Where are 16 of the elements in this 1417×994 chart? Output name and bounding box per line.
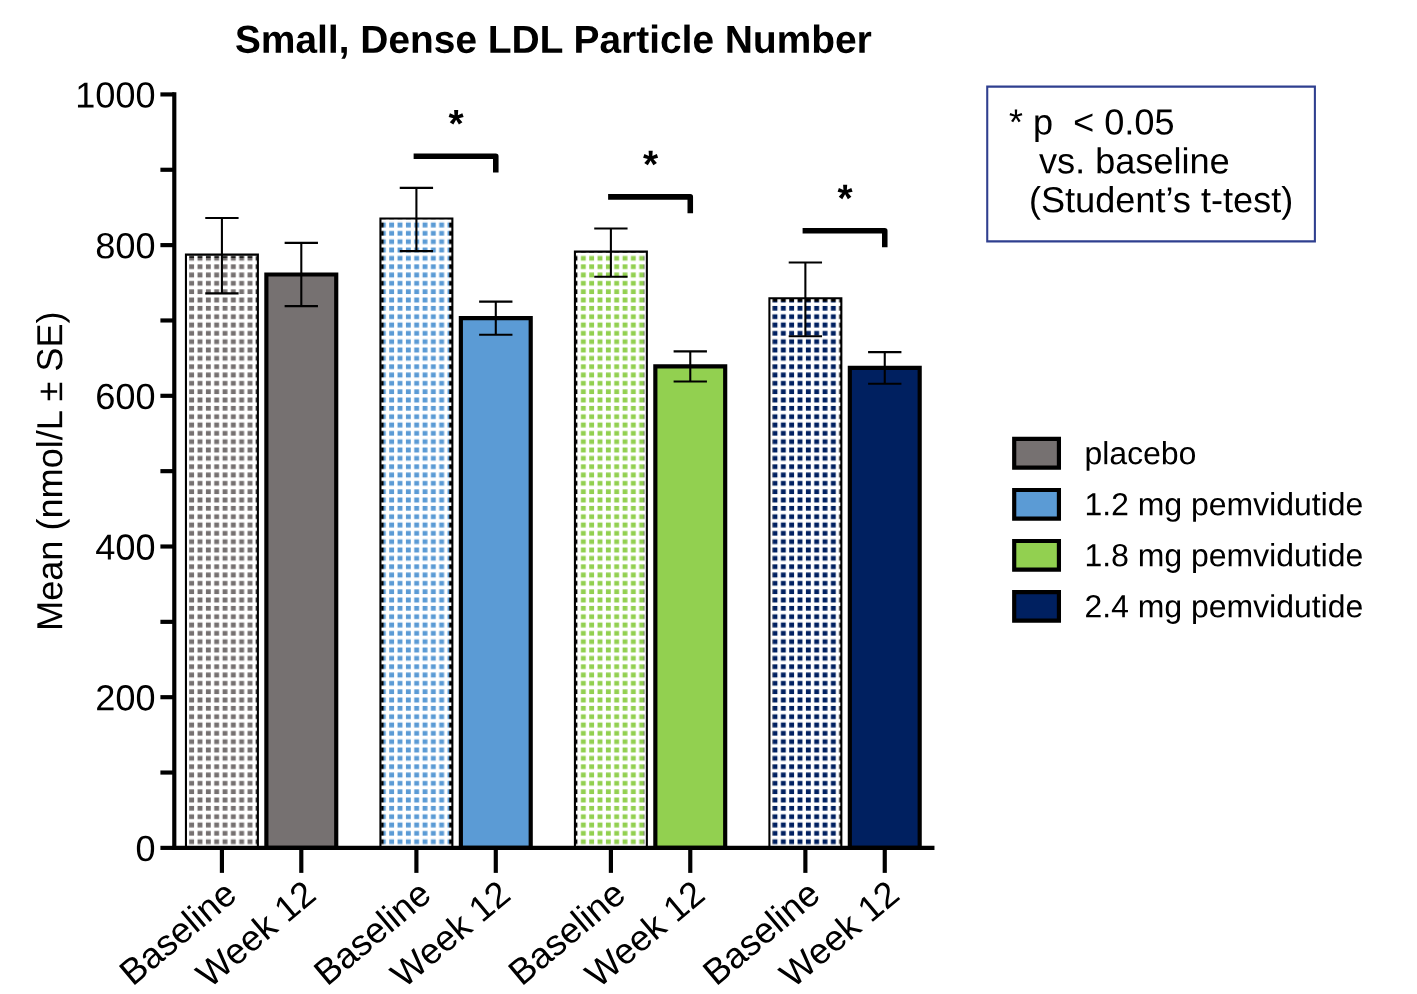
- legend-label: placebo: [1086, 441, 1196, 471]
- y-axis-title: Mean (nmol/L ± SE): [36, 313, 70, 628]
- chart-title: Small, Dense LDL Particle Number: [236, 24, 872, 59]
- legend-label: 1.8 mg pemvidutide: [1086, 543, 1362, 573]
- annotation: *: [643, 150, 659, 166]
- y-tick-label: 400: [96, 534, 155, 560]
- legend-label: 2.4 mg pemvidutide: [1086, 594, 1362, 624]
- annotation: *: [837, 184, 853, 200]
- y-tick-label: 200: [97, 685, 155, 711]
- text: * p < 0.05 vs. baseline (Student’s t-test): [1009, 109, 1292, 220]
- legend-label: 1.2 mg pemvidutide: [1086, 492, 1362, 522]
- y-tick-label: 600: [97, 383, 155, 410]
- y-tick-label: 800: [96, 232, 155, 259]
- annotation: *: [448, 110, 464, 125]
- y-tick-label: 1000: [77, 82, 155, 108]
- y-tick-label: 0: [136, 835, 155, 862]
